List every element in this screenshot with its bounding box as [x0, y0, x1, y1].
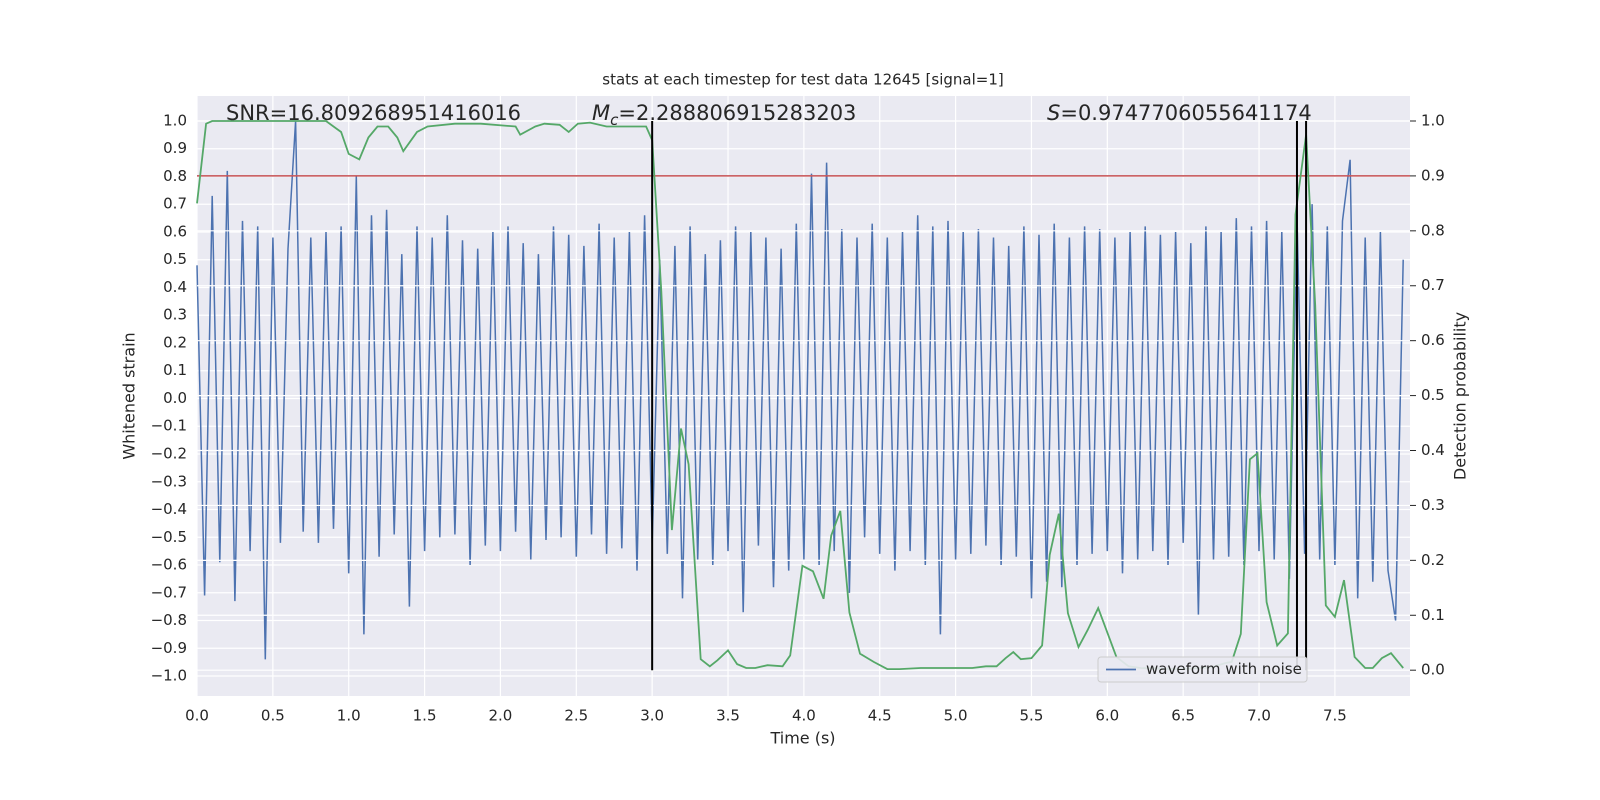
x-tick-label: 0.0 — [185, 707, 209, 725]
y-tick-label: −0.4 — [151, 500, 187, 518]
x-tick-label: 7.5 — [1323, 707, 1347, 725]
y-tick-label: −1.0 — [151, 667, 187, 685]
y-tick-label: −0.3 — [151, 472, 187, 490]
y2-tick-label: 0.0 — [1421, 661, 1445, 679]
x-tick-label: 7.0 — [1247, 707, 1271, 725]
annotation-symbol: S — [1047, 101, 1060, 125]
series-line — [196, 120, 1404, 671]
legend-label: waveform with noise — [1146, 660, 1302, 678]
y2-axis-label: Detection probability — [1451, 312, 1470, 480]
x-tick-label: 5.0 — [944, 707, 968, 725]
y2-tick-label: 0.5 — [1421, 386, 1445, 404]
x-tick-label: 4.0 — [792, 707, 816, 725]
y-tick-label: −0.8 — [151, 611, 187, 629]
y2-tick-label: 0.4 — [1421, 441, 1445, 459]
annotation: S=0.9747706055641174 — [1047, 101, 1312, 125]
legend-box — [1097, 656, 1308, 683]
x-tick-label: 4.5 — [868, 707, 892, 725]
annotation-text: =0.9747706055641174 — [1060, 101, 1311, 125]
y-tick-label: 0.7 — [163, 195, 187, 213]
y2-tick-label: 0.6 — [1421, 331, 1445, 349]
y-tick-label: −0.5 — [151, 528, 187, 546]
y2-tick-label: 0.9 — [1421, 166, 1445, 184]
y-tick-label: −0.7 — [151, 583, 187, 601]
x-axis-label: Time (s) — [769, 729, 835, 748]
y2-tick-label: 0.1 — [1421, 606, 1445, 624]
x-tick-label: 5.5 — [1020, 707, 1044, 725]
y-tick-label: 0.5 — [163, 250, 187, 268]
x-tick-label: 6.0 — [1095, 707, 1119, 725]
y-tick-label: 0.0 — [163, 389, 187, 407]
x-tick-label: 0.5 — [261, 707, 285, 725]
y-tick-label: −0.1 — [151, 417, 187, 435]
y-tick-label: −0.9 — [151, 639, 187, 657]
y-tick-label: 0.8 — [163, 167, 187, 185]
x-tick-label: 3.0 — [640, 707, 664, 725]
x-tick-label: 2.0 — [489, 707, 513, 725]
annotation: Mc=2.288806915283203 — [592, 101, 856, 129]
x-tick-label: 2.5 — [564, 707, 588, 725]
y-tick-label: 0.9 — [163, 139, 187, 157]
x-tick-label: 6.5 — [1171, 707, 1195, 725]
y2-tick-label: 0.2 — [1421, 551, 1445, 569]
annotation-text: SNR=16.809268951416016 — [226, 101, 521, 125]
y2-tick-label: 0.7 — [1421, 276, 1445, 294]
y2-tick-label: 0.8 — [1421, 221, 1445, 239]
annotation-subscript: c — [610, 111, 619, 129]
secondary-layer — [196, 120, 1410, 671]
y2-tick-label: 1.0 — [1421, 111, 1445, 129]
annotation-symbol: M — [592, 101, 610, 125]
y-tick-label: 0.3 — [163, 306, 187, 324]
series-line — [196, 120, 1404, 660]
y-tick-label: 1.0 — [163, 111, 187, 129]
y-axis-label: Whitened strain — [120, 332, 139, 459]
x-tick-label: 3.5 — [716, 707, 740, 725]
x-tick-label: 1.0 — [337, 707, 361, 725]
y-tick-label: 0.2 — [163, 333, 187, 351]
y-tick-label: 0.4 — [163, 278, 187, 296]
annotation-text: =2.288806915283203 — [618, 101, 856, 125]
y-tick-label: −0.2 — [151, 445, 187, 463]
x-tick-label: 1.5 — [413, 707, 437, 725]
annotation: SNR=16.809268951416016 — [226, 101, 521, 125]
chart-title: stats at each timestep for test data 126… — [602, 71, 1003, 89]
y-tick-label: 0.6 — [163, 222, 187, 240]
y-tick-label: −0.6 — [151, 556, 187, 574]
y2-tick-label: 0.3 — [1421, 496, 1445, 514]
y-tick-label: 0.1 — [163, 361, 187, 379]
